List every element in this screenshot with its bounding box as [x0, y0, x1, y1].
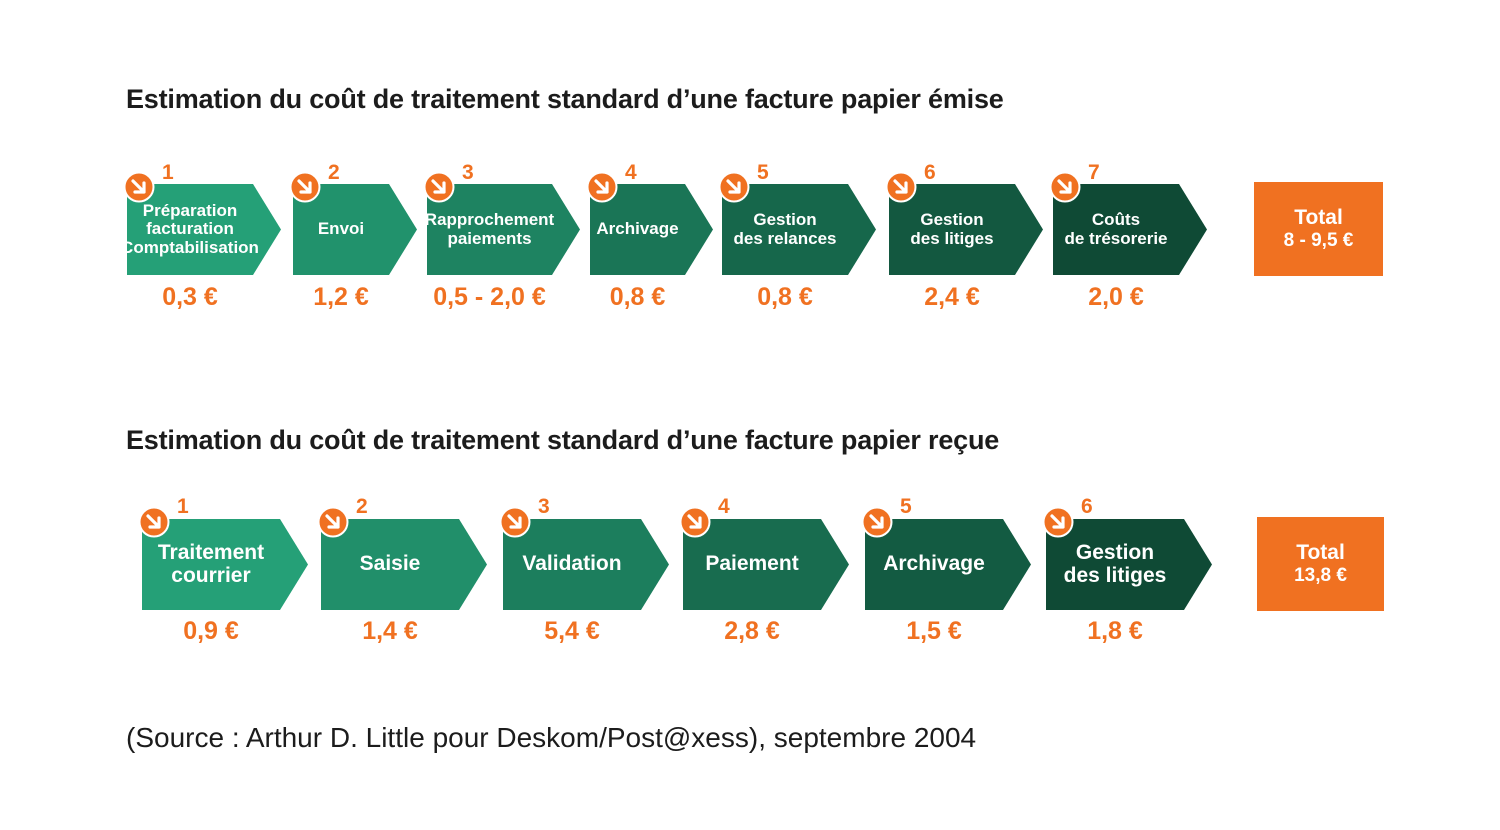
step-label: Saisie: [359, 552, 421, 576]
arrow-down-right-icon: [586, 171, 618, 203]
arrow-down-right-icon: [679, 506, 711, 538]
title-recue: Estimation du coût de traitement standar…: [126, 425, 1000, 455]
process-step: Gestion des relances: [722, 184, 876, 275]
step-number: 7: [1088, 161, 1100, 184]
process-step: Validation: [503, 519, 669, 610]
process-step: Paiement: [683, 519, 849, 610]
step-cost: 0,3 €: [162, 283, 218, 311]
process-step: Traitement courrier: [142, 519, 308, 610]
step-chevron: Gestion des litiges: [1046, 519, 1212, 610]
process-step: Saisie: [321, 519, 487, 610]
arrow-down-right-icon: [317, 506, 349, 538]
process-step: Gestion des litiges: [1046, 519, 1212, 610]
step-chevron: Préparation facturation Comptabilisation: [127, 184, 281, 275]
step-number: 1: [177, 495, 189, 518]
step-label: Validation: [522, 552, 622, 576]
total-box-recue: Total 13,8 €: [1257, 517, 1384, 611]
step-cost: 1,8 €: [1087, 617, 1143, 645]
total-value: 8 - 9,5 €: [1283, 230, 1354, 252]
step-label: Envoi: [317, 219, 365, 239]
process-step: Archivage: [590, 184, 713, 275]
step-number: 2: [356, 495, 368, 518]
arrow-down-right-icon: [499, 506, 531, 538]
step-cost: 1,2 €: [313, 283, 369, 311]
step-number: 5: [757, 161, 769, 184]
total-label: Total: [1294, 206, 1343, 229]
step-chevron: Traitement courrier: [142, 519, 308, 610]
process-step: Archivage: [865, 519, 1031, 610]
step-label: Traitement courrier: [157, 540, 265, 587]
step-label: Archivage: [596, 219, 679, 239]
step-number: 4: [625, 161, 637, 184]
process-step: Gestion des litiges: [889, 184, 1043, 275]
step-chevron: Rapprochement paiements: [427, 184, 580, 275]
arrow-down-right-icon: [718, 171, 750, 203]
arrow-down-right-icon: [861, 506, 893, 538]
step-cost: 0,5 - 2,0 €: [433, 283, 546, 311]
step-cost: 0,8 €: [757, 283, 813, 311]
step-chevron: Paiement: [683, 519, 849, 610]
step-cost: 0,8 €: [609, 283, 666, 311]
step-chevron: Archivage: [865, 519, 1031, 610]
step-number: 3: [538, 495, 550, 518]
step-label: Rapprochement paiements: [424, 210, 555, 248]
step-chevron: Saisie: [321, 519, 487, 610]
step-number: 3: [462, 161, 474, 184]
step-label: Gestion des relances: [733, 210, 837, 248]
step-number: 4: [718, 495, 730, 518]
process-step: Rapprochement paiements: [427, 184, 580, 275]
step-cost: 1,5 €: [906, 617, 962, 645]
total-value: 13,8 €: [1294, 565, 1347, 587]
step-number: 5: [900, 495, 912, 518]
step-cost: 2,8 €: [724, 617, 780, 645]
arrow-down-right-icon: [423, 171, 455, 203]
step-label: Archivage: [883, 552, 985, 576]
source-note: (Source : Arthur D. Little pour Deskom/P…: [126, 722, 977, 753]
step-cost: 2,0 €: [1088, 283, 1144, 311]
arrow-down-right-icon: [289, 171, 321, 203]
step-label: Préparation facturation Comptabilisation: [121, 200, 259, 257]
step-chevron: Archivage: [590, 184, 713, 275]
step-label: Gestion des litiges: [910, 210, 994, 248]
step-cost: 1,4 €: [362, 617, 418, 645]
step-chevron: Validation: [503, 519, 669, 610]
step-chevron: Coûts de trésorerie: [1053, 184, 1207, 275]
process-step: Préparation facturation Comptabilisation: [127, 184, 281, 275]
total-box-emise: Total 8 - 9,5 €: [1254, 182, 1383, 276]
total-label: Total: [1296, 541, 1345, 564]
arrow-down-right-icon: [1042, 506, 1074, 538]
step-chevron: Gestion des relances: [722, 184, 876, 275]
process-step: Coûts de trésorerie: [1053, 184, 1207, 275]
step-number: 1: [162, 161, 174, 184]
step-label: Coûts de trésorerie: [1064, 210, 1168, 248]
arrow-down-right-icon: [885, 171, 917, 203]
step-number: 6: [1081, 495, 1093, 518]
step-chevron: Gestion des litiges: [889, 184, 1043, 275]
arrow-down-right-icon: [123, 171, 155, 203]
step-cost: 2,4 €: [924, 283, 980, 311]
step-number: 6: [924, 161, 936, 184]
step-cost: 5,4 €: [544, 617, 600, 645]
arrow-down-right-icon: [1049, 171, 1081, 203]
step-label: Paiement: [705, 552, 799, 576]
step-label: Gestion des litiges: [1063, 540, 1167, 587]
step-number: 2: [328, 161, 340, 184]
step-cost: 0,9 €: [183, 617, 239, 645]
arrow-down-right-icon: [138, 506, 170, 538]
title-emise: Estimation du coût de traitement standar…: [126, 84, 1004, 114]
